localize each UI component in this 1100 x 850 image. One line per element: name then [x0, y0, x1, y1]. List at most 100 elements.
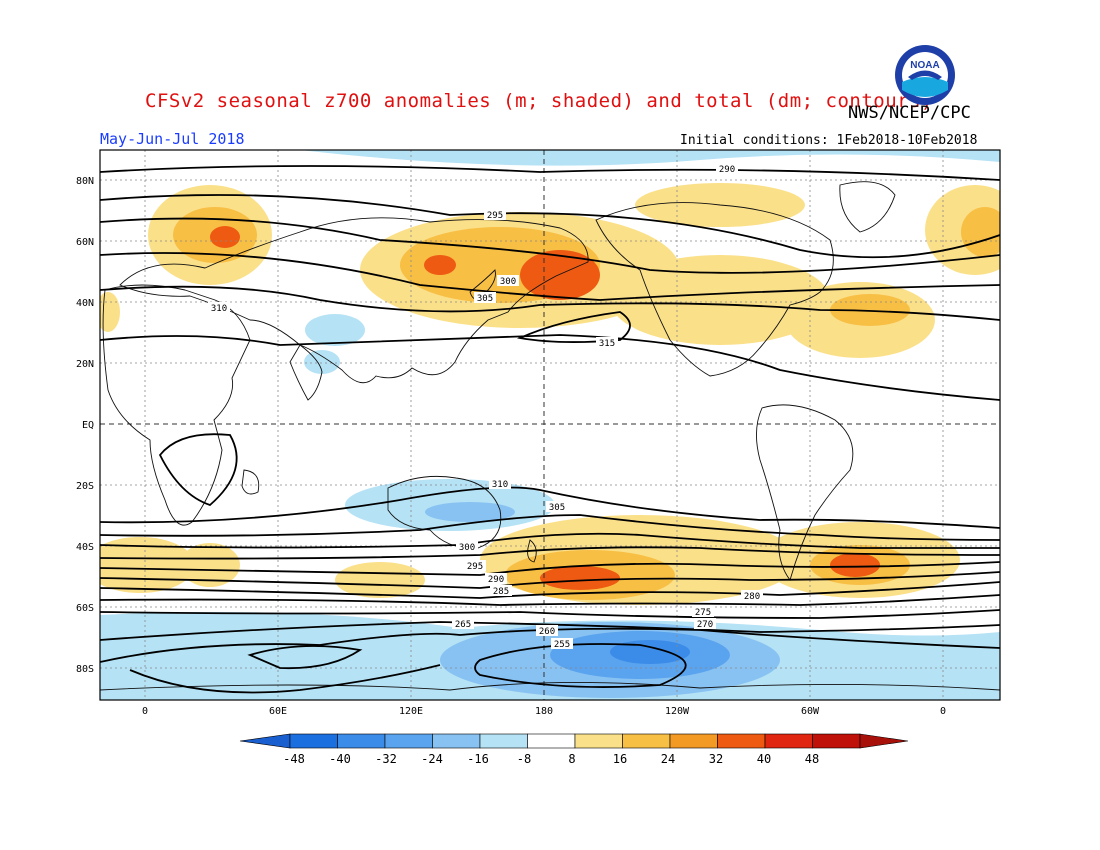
map-frame — [99, 149, 1001, 701]
contour-labels: 290 295 300 305 310 315 310 305 300 295 … — [208, 163, 763, 650]
colorbar-label: -48 — [283, 752, 305, 766]
australia-outline — [387, 475, 502, 549]
contour-270-loop — [247, 645, 363, 670]
madagascar-outline — [241, 469, 260, 495]
contour-305-south — [100, 514, 1000, 541]
contour-label: 290 — [488, 575, 504, 585]
contour-270-south — [100, 609, 1000, 619]
lat-label: 80S — [76, 664, 94, 675]
lat-label: 40S — [76, 542, 94, 553]
contour-label: 255 — [554, 640, 570, 650]
colorbar-swatch — [337, 733, 386, 749]
contour-label: 295 — [487, 211, 503, 221]
contour-label: 305 — [549, 503, 565, 513]
noaa-logo-icon: NOAA — [895, 45, 955, 105]
coastlines — [100, 181, 1000, 691]
latitude-labels: 80N 60N 40N 20N EQ 20S 40S 60S 80S — [76, 176, 94, 675]
colorbar-arrow-low — [239, 733, 291, 749]
period-label: May-Jun-Jul 2018 — [100, 130, 245, 148]
contour-275-south — [100, 594, 1000, 606]
equator-dateline — [100, 150, 1000, 700]
colorbar-swatch — [574, 733, 623, 749]
contour-285-south — [100, 571, 1000, 589]
colorbar — [239, 733, 909, 749]
colorbar-label: -32 — [375, 752, 397, 766]
colorbar-label: 32 — [708, 752, 724, 766]
contour-label: 305 — [477, 294, 493, 304]
anomaly-tibet-low — [305, 314, 365, 346]
anomaly-north-america-high — [610, 255, 830, 345]
india-outline — [289, 344, 323, 401]
contour-265-south — [100, 621, 1000, 641]
lat-label: EQ — [82, 420, 94, 431]
contour-280-south — [100, 581, 1000, 599]
contour-310-north — [100, 285, 1000, 321]
lat-label: 20S — [76, 481, 94, 492]
colorbar-label: -16 — [467, 752, 489, 766]
africa-outline — [102, 284, 251, 526]
colorbar-label: 24 — [660, 752, 676, 766]
contour-label: 300 — [459, 543, 475, 553]
contour-label: 300 — [500, 277, 516, 287]
contour-315-loop — [516, 311, 631, 343]
contour-label: 265 — [455, 620, 471, 630]
colorbar-arrow-high — [859, 733, 909, 749]
contour-315-north — [100, 334, 1000, 401]
lon-label: 60E — [269, 706, 287, 717]
contour-290-north — [100, 165, 1000, 181]
contour-label: 270 — [697, 620, 713, 630]
contour-label: 290 — [719, 165, 735, 175]
antarctica-outline — [100, 682, 1000, 691]
contour-290-south — [100, 561, 1000, 576]
lon-label: 60W — [801, 706, 820, 717]
colorbar-swatch — [479, 733, 528, 749]
contour-label: 275 — [695, 608, 711, 618]
colorbar-label: 48 — [804, 752, 820, 766]
contour-260-south — [100, 627, 1000, 663]
colorbar-swatch — [622, 733, 671, 749]
initial-conditions-label: Initial conditions: 1Feb2018-10Feb2018 — [680, 133, 978, 148]
greenland-outline — [839, 181, 896, 233]
eurasia-outline — [119, 217, 589, 384]
colorbar-swatch — [527, 733, 576, 749]
contour-265-polar — [129, 664, 441, 694]
contour-300-south — [100, 532, 1000, 549]
colorbar-label: -8 — [516, 752, 532, 766]
colorbar-label: 40 — [756, 752, 772, 766]
contour-label: 315 — [599, 339, 615, 349]
logo-text: NOAA — [910, 60, 939, 71]
contour-310-south — [100, 486, 1000, 529]
lon-label: 0 — [142, 706, 148, 717]
colorbar-label: -40 — [329, 752, 351, 766]
height-contours — [100, 165, 1000, 694]
lat-label: 40N — [76, 298, 94, 309]
colorbar-swatch — [669, 733, 718, 749]
lat-label: 80N — [76, 176, 94, 187]
colorbar-swatch — [384, 733, 433, 749]
contour-315-africa — [158, 433, 238, 507]
lat-label: 60S — [76, 603, 94, 614]
colorbar-swatch — [764, 733, 813, 749]
anomaly-shading — [100, 150, 1000, 700]
colorbar-swatch — [289, 733, 338, 749]
colorbar-swatch — [432, 733, 481, 749]
contour-label: 295 — [467, 562, 483, 572]
agency-label: NWS/NCEP/CPC — [848, 103, 971, 123]
contour-300-north — [100, 217, 1000, 274]
contour-label: 280 — [744, 592, 760, 602]
contour-305-north — [100, 252, 1000, 301]
longitude-labels: 0 60E 120E 180 120W 60W 0 — [142, 706, 946, 717]
lat-label: 20N — [76, 359, 94, 370]
contour-label: 310 — [211, 304, 227, 314]
colorbar-label: 16 — [612, 752, 628, 766]
colorbar-label: 8 — [568, 752, 576, 766]
colorbar-swatch — [812, 733, 861, 749]
contour-295-south — [100, 546, 1000, 560]
lon-label: 120E — [399, 706, 423, 717]
contour-label: 310 — [492, 480, 508, 490]
lat-label: 60N — [76, 237, 94, 248]
contour-label: 285 — [493, 587, 509, 597]
anomaly-arctic-belt — [300, 150, 1000, 166]
lon-label: 120W — [665, 706, 690, 717]
